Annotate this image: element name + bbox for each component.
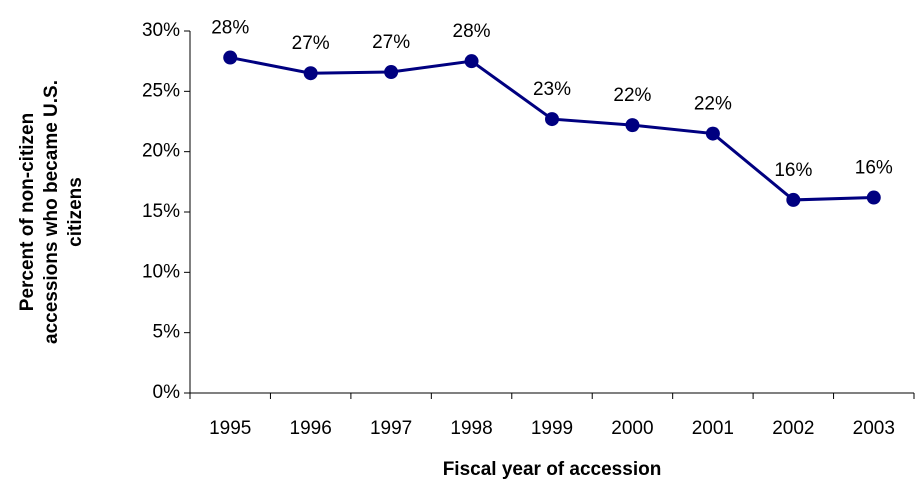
x-tick-label: 2000 [611, 418, 653, 439]
data-label: 23% [533, 79, 571, 100]
data-label: 16% [855, 158, 893, 179]
x-tick-label: 2001 [692, 418, 734, 439]
y-tick-label: 0% [153, 382, 181, 403]
data-point [625, 118, 640, 133]
y-axis-title: Percent of non-citizen accessions who bec… [17, 80, 86, 344]
data-label: 28% [211, 18, 249, 39]
y-axis-title-line: accessions who became U.S. [41, 80, 62, 344]
y-tick-label: 10% [142, 261, 180, 282]
y-axis-title-line: citizens [65, 177, 86, 247]
x-tick-label: 1999 [531, 418, 573, 439]
x-tick-label: 1995 [209, 418, 251, 439]
data-point [786, 192, 801, 207]
data-label: 22% [694, 94, 732, 115]
data-point [384, 65, 399, 80]
data-point [303, 66, 318, 81]
data-label: 16% [774, 160, 812, 181]
y-axis-title-line: Percent of non-citizen [17, 113, 38, 311]
y-tick-label: 20% [142, 141, 180, 162]
y-tick-label: 30% [142, 20, 180, 41]
y-tick-label: 15% [142, 201, 180, 222]
x-tick-label: 2002 [772, 418, 814, 439]
x-tick-label: 1997 [370, 418, 412, 439]
y-tick-label: 5% [153, 322, 181, 343]
data-point [223, 50, 238, 65]
x-tick-label: 1996 [290, 418, 332, 439]
data-label: 22% [613, 85, 651, 106]
x-tick-label: 2003 [853, 418, 895, 439]
data-label: 28% [453, 21, 491, 42]
y-tick-label: 25% [142, 80, 180, 101]
x-axis-title: Fiscal year of accession [443, 459, 662, 480]
x-tick-label: 1998 [450, 418, 492, 439]
data-point [866, 190, 881, 205]
data-point [464, 54, 479, 69]
data-label: 27% [292, 33, 330, 54]
data-label: 27% [372, 32, 410, 53]
data-point [545, 112, 559, 127]
data-point [705, 126, 720, 141]
